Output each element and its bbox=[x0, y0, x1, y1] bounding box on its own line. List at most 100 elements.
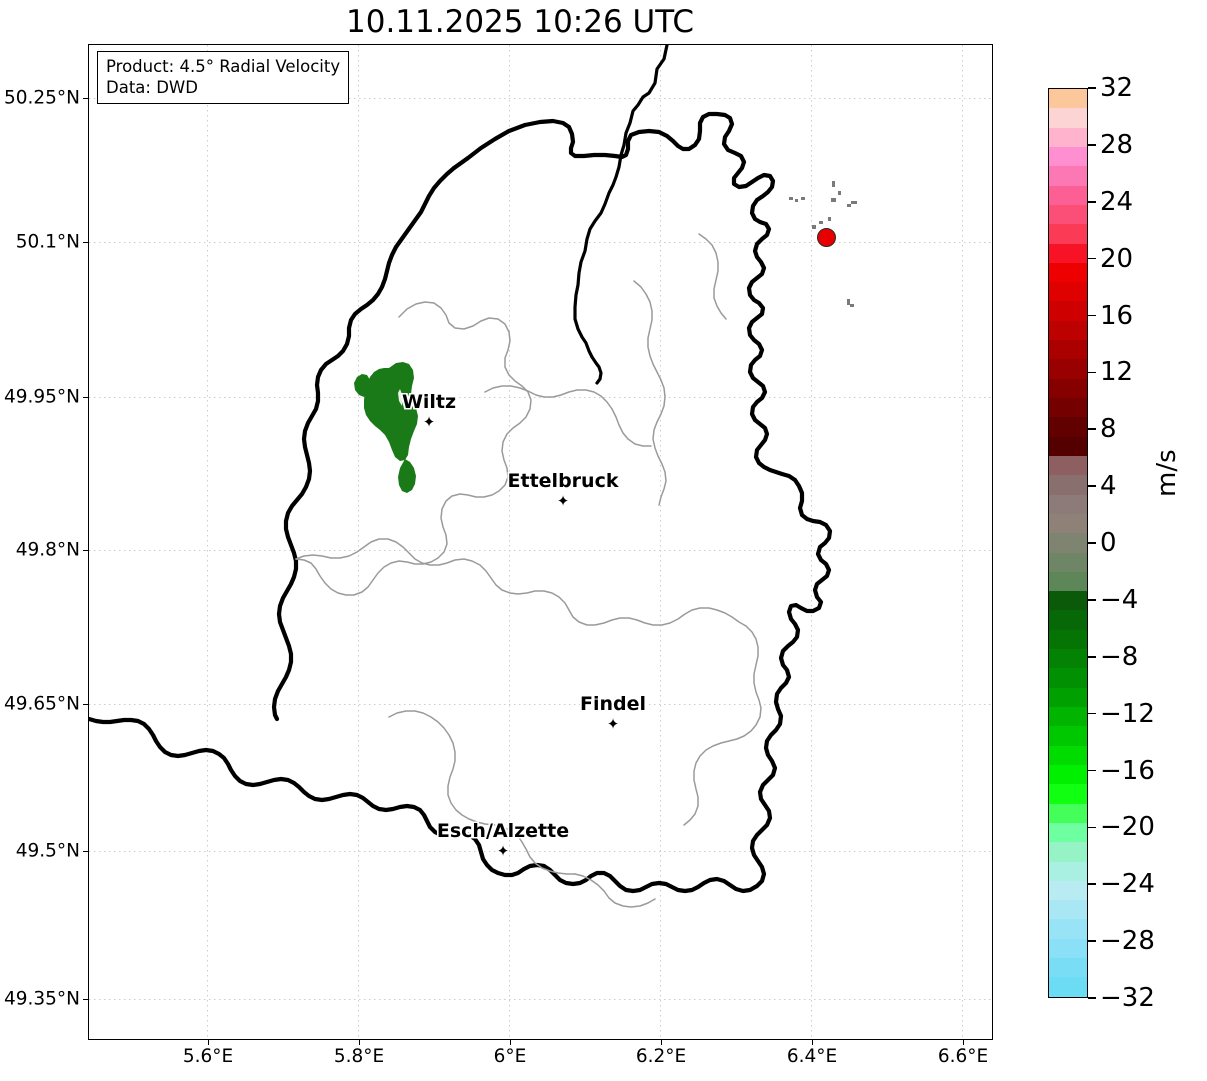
colorbar-band bbox=[1049, 166, 1087, 186]
city-label-findel: Findel ✦ bbox=[580, 695, 646, 732]
y-tick-label: 49.95°N bbox=[3, 386, 80, 408]
colorbar-band bbox=[1049, 784, 1087, 804]
colorbar-tick-label: −20 bbox=[1100, 812, 1155, 843]
colorbar-tick-mark bbox=[1088, 144, 1096, 146]
colorbar-tick-label: 24 bbox=[1100, 186, 1134, 217]
grid-lines bbox=[89, 45, 991, 1038]
colorbar-tick-mark bbox=[1088, 428, 1096, 431]
colorbar-band bbox=[1049, 455, 1087, 476]
colorbar-tick-label: −24 bbox=[1100, 869, 1155, 900]
colorbar-tick-labels: 32 28 24 20 16 12 8 4 0 −4 −8 −12 −16 −20 −24 −28 −32 bbox=[1088, 73, 1198, 1013]
colorbar-tick: −24 bbox=[1088, 869, 1155, 899]
colorbar-tick: 32 bbox=[1088, 73, 1133, 103]
colorbar-band bbox=[1049, 977, 1087, 997]
colorbar-band bbox=[1049, 861, 1087, 881]
colorbar[interactable] bbox=[1048, 88, 1088, 998]
colorbar-band bbox=[1049, 591, 1087, 611]
radial-velocity-echo bbox=[354, 362, 418, 493]
y-tick-label: 50.25°N bbox=[3, 87, 80, 109]
colorbar-tick-mark bbox=[1088, 769, 1096, 772]
colorbar-band bbox=[1049, 571, 1087, 592]
city-label-ettelbruck: Ettelbruck ✦ bbox=[508, 472, 619, 509]
colorbar-tick: 0 bbox=[1088, 528, 1117, 558]
colorbar-tick-label: 20 bbox=[1100, 243, 1134, 274]
colorbar-tick: −4 bbox=[1088, 585, 1138, 615]
colorbar-band bbox=[1049, 301, 1087, 321]
y-tick-label: 49.65°N bbox=[3, 693, 80, 715]
colorbar-band bbox=[1049, 436, 1087, 456]
colorbar-band bbox=[1049, 108, 1087, 128]
colorbar-tick-mark bbox=[1088, 599, 1096, 601]
y-tick-label: 50.1°N bbox=[15, 231, 80, 253]
regional-borders bbox=[573, 45, 669, 385]
colorbar-tick-mark bbox=[1088, 87, 1096, 89]
colorbar-tick-label: 4 bbox=[1100, 471, 1117, 502]
y-axis-tick-labels: 50.25°N 50.1°N 49.95°N 49.8°N 49.65°N 49… bbox=[0, 0, 80, 1081]
luxembourg-national-border bbox=[89, 111, 833, 894]
luxembourg-west-border bbox=[271, 165, 457, 722]
colorbar-band bbox=[1049, 610, 1087, 630]
colorbar-tick-mark bbox=[1088, 712, 1096, 715]
colorbar-band bbox=[1049, 398, 1087, 418]
y-tick-label: 49.8°N bbox=[15, 539, 80, 561]
colorbar-band bbox=[1049, 958, 1087, 978]
city-label-esch-alzette: Esch/Alzette ✦ bbox=[437, 822, 569, 859]
city-name: Ettelbruck bbox=[507, 470, 619, 492]
map-plot-area[interactable]: Product: 4.5° Radial Velocity Data: DWD … bbox=[88, 44, 993, 1040]
colorbar-band bbox=[1049, 89, 1087, 109]
x-tick-label: 6°E bbox=[493, 1046, 527, 1067]
colorbar-tick-mark bbox=[1088, 371, 1096, 374]
page-title: 10.11.2025 10:26 UTC bbox=[346, 4, 694, 40]
colorbar-band bbox=[1049, 494, 1087, 514]
colorbar-band bbox=[1049, 552, 1087, 572]
data-source-line: Data: DWD bbox=[106, 78, 198, 98]
canton-borders bbox=[295, 233, 762, 908]
colorbar-axis-label: m/s bbox=[1152, 449, 1182, 497]
colorbar-band bbox=[1049, 282, 1087, 302]
colorbar-band bbox=[1049, 127, 1087, 147]
city-marker-icon: ✦ bbox=[606, 715, 620, 733]
colorbar-tick-label: −4 bbox=[1100, 584, 1139, 615]
colorbar-tick: 28 bbox=[1088, 130, 1133, 160]
colorbar-band bbox=[1049, 668, 1087, 688]
colorbar-tick-label: 16 bbox=[1100, 300, 1134, 331]
x-tick-label: 6.6°E bbox=[937, 1046, 989, 1067]
colorbar-band bbox=[1049, 146, 1087, 167]
colorbar-tick-label: 0 bbox=[1100, 528, 1117, 558]
colorbar-tick-mark bbox=[1088, 655, 1096, 658]
colorbar-tick: 20 bbox=[1088, 244, 1133, 274]
y-tick-label: 49.35°N bbox=[3, 988, 80, 1010]
radar-speckles bbox=[789, 181, 857, 307]
colorbar-tick-label: −32 bbox=[1100, 983, 1155, 1013]
colorbar-tick-label: 8 bbox=[1100, 414, 1117, 445]
colorbar-band bbox=[1049, 938, 1087, 959]
colorbar-tick: 4 bbox=[1088, 471, 1117, 501]
colorbar-tick-mark bbox=[1088, 314, 1096, 317]
colorbar-tick-mark bbox=[1088, 257, 1096, 260]
colorbar-tick: −8 bbox=[1088, 642, 1138, 672]
colorbar-tick-mark bbox=[1088, 940, 1096, 942]
colorbar-tick-label: −12 bbox=[1100, 698, 1155, 729]
colorbar-band bbox=[1049, 822, 1087, 843]
colorbar-tick-mark bbox=[1088, 200, 1096, 203]
colorbar-band bbox=[1049, 919, 1087, 939]
product-line: Product: 4.5° Radial Velocity bbox=[106, 57, 341, 76]
colorbar-tick-mark bbox=[1088, 883, 1096, 886]
city-label-wiltz: Wiltz ✦ bbox=[402, 393, 456, 430]
colorbar-band bbox=[1049, 320, 1087, 341]
colorbar-band bbox=[1049, 649, 1087, 669]
product-info-box: Product: 4.5° Radial Velocity Data: DWD bbox=[97, 51, 350, 105]
colorbar-tick: 8 bbox=[1088, 414, 1117, 444]
colorbar-band bbox=[1049, 880, 1087, 901]
colorbar-tick-label: −8 bbox=[1100, 641, 1139, 672]
x-tick-label: 5.6°E bbox=[182, 1046, 234, 1067]
colorbar-band bbox=[1049, 417, 1087, 437]
city-name: Wiltz bbox=[401, 391, 457, 413]
colorbar-band bbox=[1049, 803, 1087, 823]
city-marker-icon: ✦ bbox=[556, 492, 570, 510]
radar-site-marker[interactable] bbox=[817, 228, 836, 247]
colorbar-band bbox=[1049, 359, 1087, 379]
colorbar-tick: −20 bbox=[1088, 812, 1155, 842]
colorbar-band bbox=[1049, 726, 1087, 746]
city-marker-icon: ✦ bbox=[422, 413, 436, 431]
